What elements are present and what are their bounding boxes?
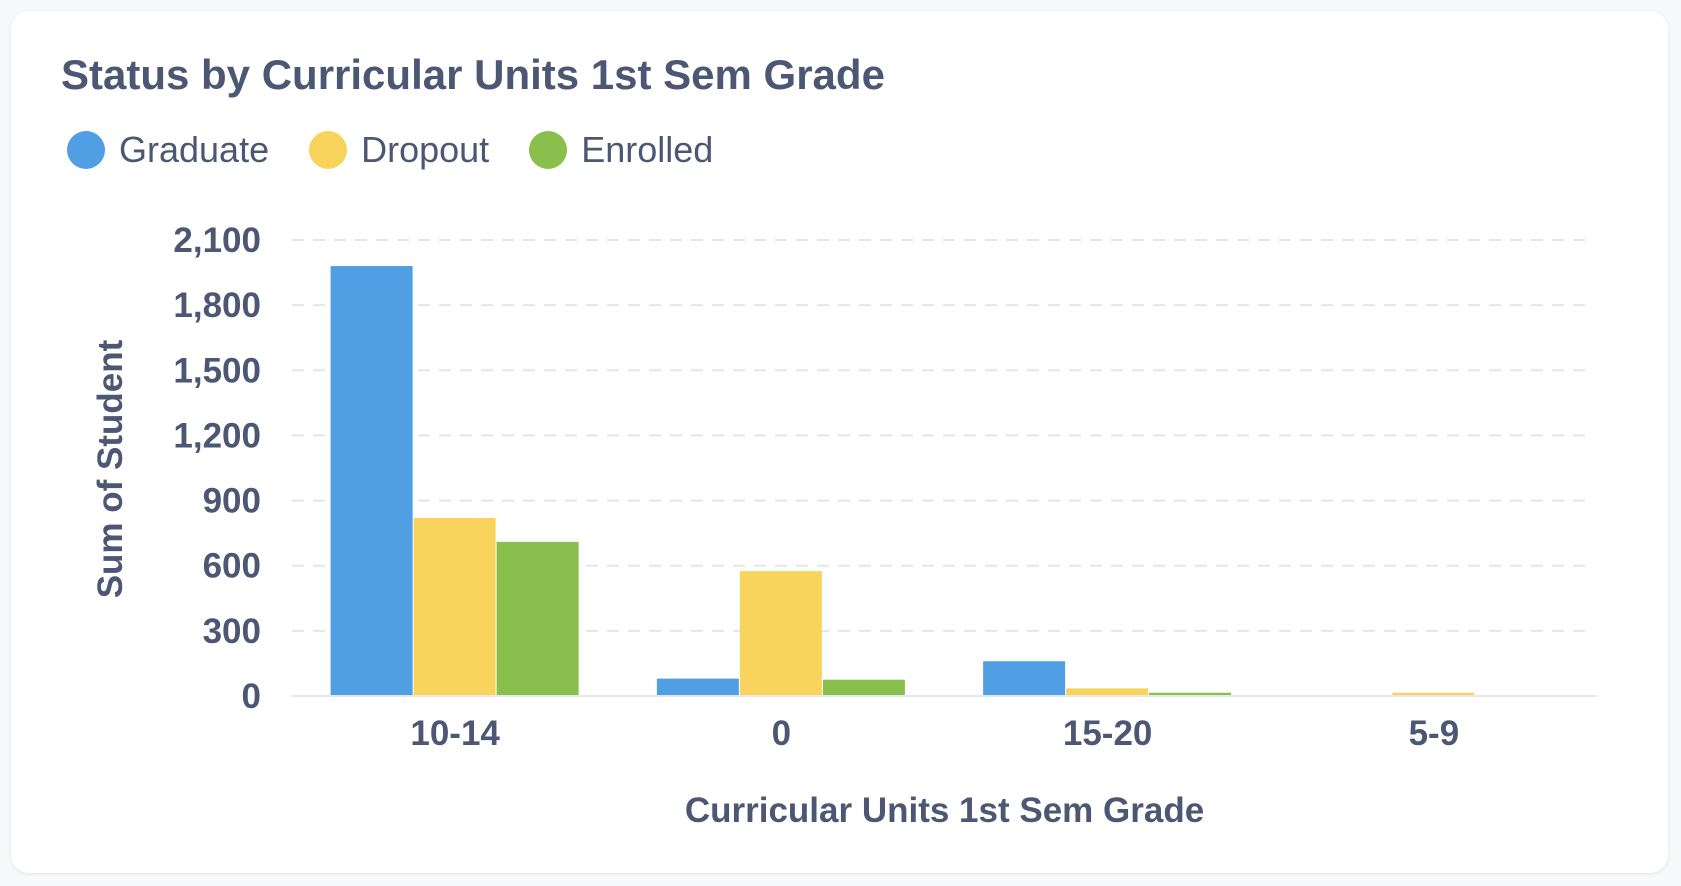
bars (330, 266, 1475, 696)
legend-label-enrolled: Enrolled (581, 129, 714, 170)
bar-graduate-0[interactable] (656, 678, 739, 696)
bar-enrolled-10-14[interactable] (496, 541, 579, 696)
y-tick-label: 0 (242, 677, 261, 716)
legend-dot-dropout (309, 131, 348, 169)
bar-enrolled-15-20[interactable] (1149, 692, 1232, 696)
y-tick-label: 1,200 (173, 416, 261, 455)
y-axis-ticks: 0 300 600 900 1,200 1,500 1,800 2,100 (173, 221, 261, 716)
legend-dot-graduate (67, 131, 105, 169)
bar-dropout-5-9[interactable] (1392, 692, 1475, 696)
legend-label-dropout: Dropout (361, 129, 490, 170)
legend-label-graduate: Graduate (119, 129, 270, 170)
x-tick-label: 5-9 (1409, 714, 1460, 753)
x-tick-label: 0 (772, 714, 791, 753)
legend: Graduate Dropout Enrolled (67, 129, 753, 171)
chart-card: Status by Curricular Units 1st Sem Grade… (11, 11, 1668, 873)
legend-item-graduate[interactable]: Graduate (67, 129, 269, 171)
y-tick-label: 600 (203, 547, 261, 586)
bar-enrolled-0[interactable] (822, 679, 905, 696)
x-tick-label: 10-14 (410, 714, 500, 753)
legend-item-dropout[interactable]: Dropout (309, 129, 489, 171)
y-tick-label: 2,100 (173, 221, 261, 260)
y-axis-title: Sum of Student (91, 339, 130, 598)
y-tick-label: 1,800 (173, 286, 261, 325)
y-tick-label: 900 (203, 482, 261, 521)
y-tick-label: 300 (203, 612, 261, 651)
x-tick-label: 15-20 (1063, 714, 1153, 753)
x-axis-title: Curricular Units 1st Sem Grade (685, 791, 1204, 830)
bar-dropout-15-20[interactable] (1066, 688, 1149, 696)
bar-dropout-0[interactable] (739, 571, 822, 696)
legend-dot-enrolled (529, 131, 568, 169)
bar-dropout-10-14[interactable] (413, 517, 496, 696)
legend-item-enrolled[interactable]: Enrolled (529, 129, 713, 171)
chart-title: Status by Curricular Units 1st Sem Grade (61, 51, 885, 98)
y-tick-label: 1,500 (173, 351, 261, 390)
bar-graduate-10-14[interactable] (330, 266, 413, 696)
x-axis-ticks: 10-14 0 15-20 5-9 (410, 714, 1459, 753)
bar-graduate-15-20[interactable] (983, 661, 1066, 696)
